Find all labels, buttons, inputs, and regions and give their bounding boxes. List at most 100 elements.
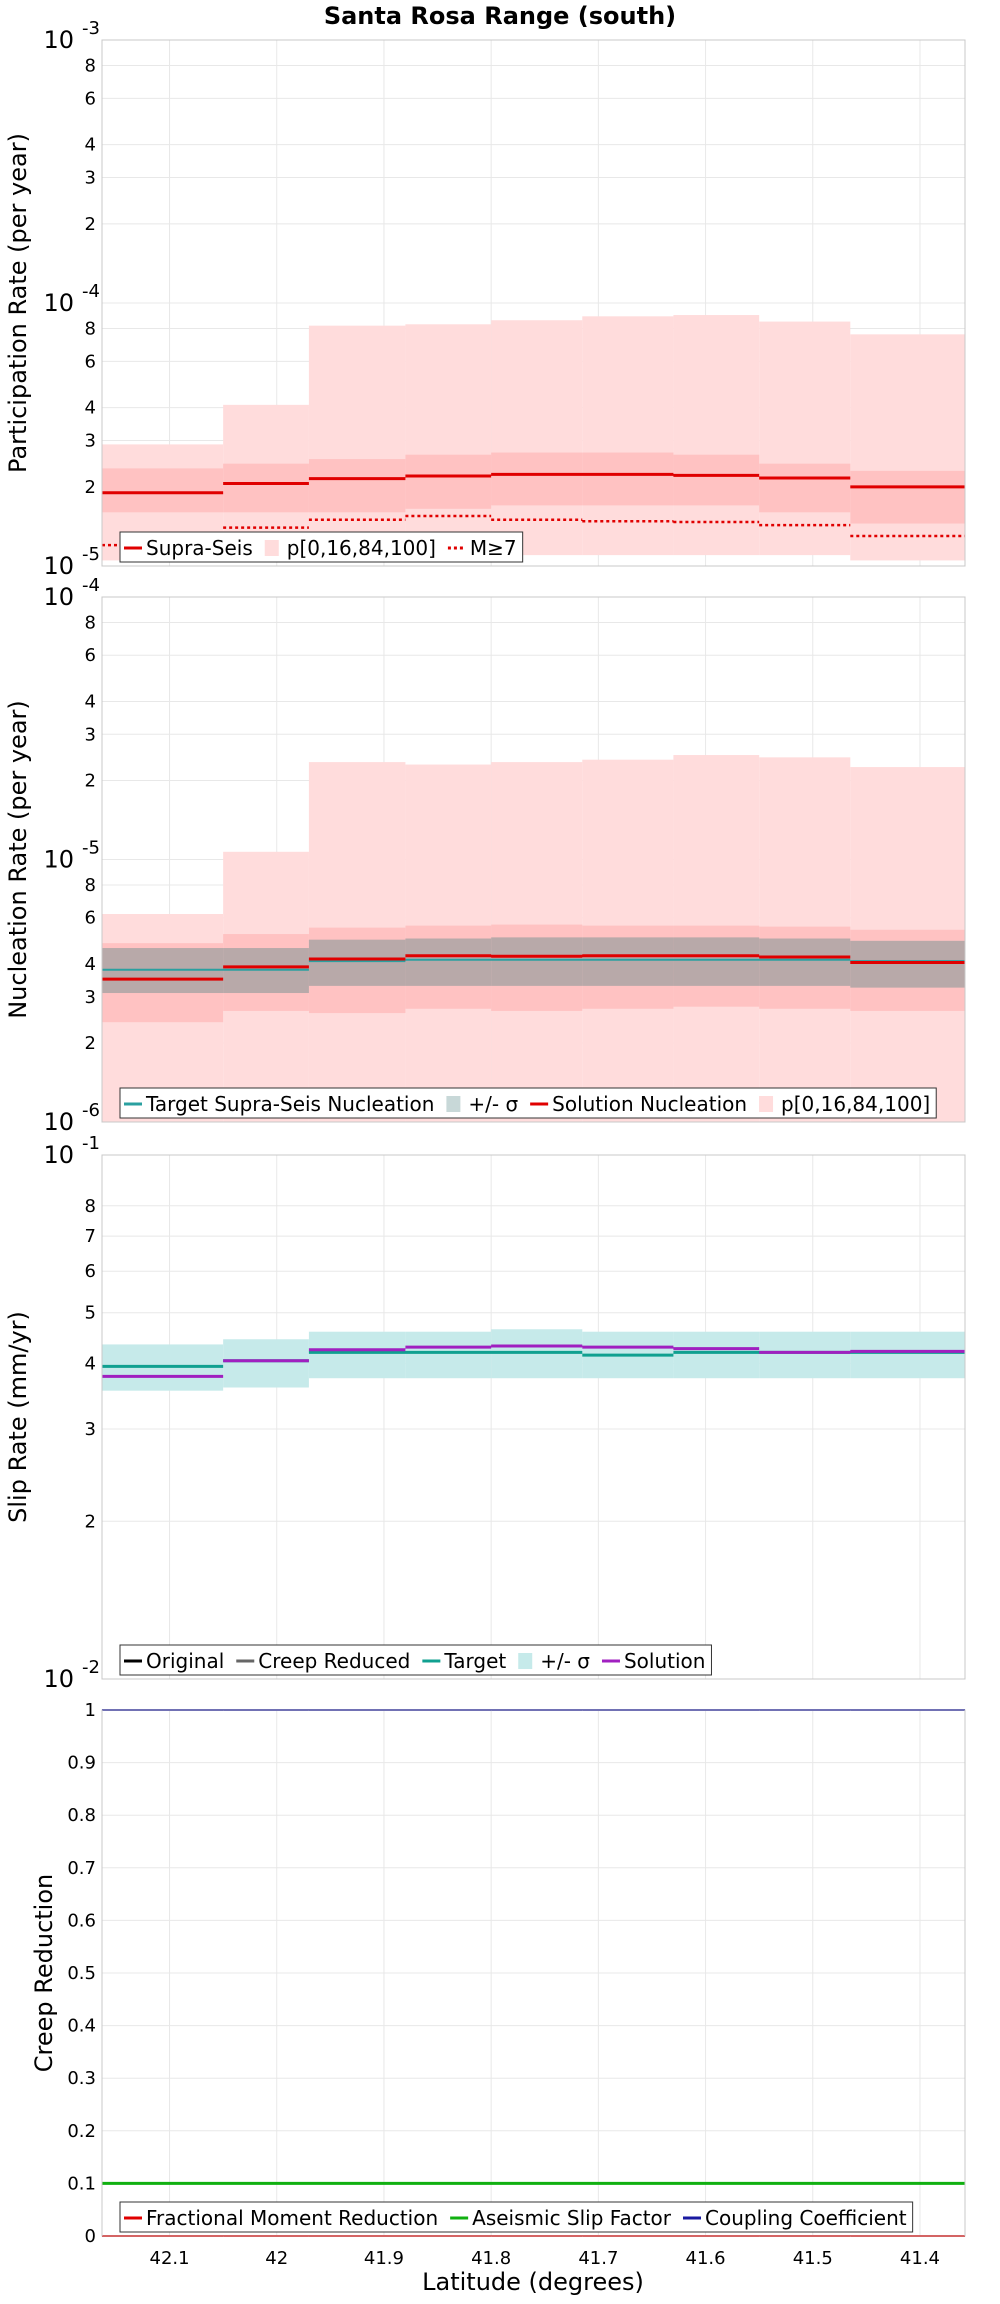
legend-label: Aseismic Slip Factor [472, 2206, 672, 2230]
band-inner [223, 463, 309, 513]
x-tick-label: 41.7 [578, 2248, 618, 2269]
y-tick-label: 10 [43, 552, 74, 580]
y-tick-label: 10 [43, 1141, 74, 1169]
legend-label: Target Supra-Seis Nucleation [145, 1092, 434, 1116]
panel-nucleation: 10 -4 8 6 4 3 2 10 -5 8 6 4 3 2 10 -6 Nucleation Rate (p… [4, 575, 966, 1136]
y-tick-label: 4 [85, 135, 96, 156]
band-sigma [308, 1331, 406, 1379]
band-outer [850, 334, 965, 561]
band-sigma [850, 1331, 965, 1379]
y-tick-label: 4 [85, 691, 96, 712]
y-axis-label: Slip Rate (mm/yr) [4, 1311, 32, 1523]
y-tick-label: 0.2 [67, 2121, 96, 2142]
y-tick-exponent: -5 [82, 838, 100, 859]
y-tick-label: 3 [85, 431, 96, 452]
plot-frame [101, 1709, 966, 2237]
plot-frame [101, 39, 966, 567]
y-tick-label: 10 [43, 1108, 74, 1136]
y-tick-label: 0 [85, 2226, 96, 2247]
panel-slip: 10 -1 8 7 6 5 4 3 2 10 -2 Slip Rate (mm/yr) Original… [4, 1133, 966, 1693]
chart-title: Santa Rosa Range (south) [324, 2, 676, 30]
y-tick-label: 0.5 [67, 1963, 96, 1984]
band-sigma [223, 1339, 309, 1388]
band-inner [850, 470, 965, 524]
y-tick-label: 6 [85, 645, 96, 666]
legend-label: p[0,16,84,100] [287, 536, 436, 560]
y-tick-label: 0.8 [67, 1805, 96, 1826]
y-tick-label: 6 [85, 88, 96, 109]
band-inner [759, 463, 851, 513]
plot-frame [101, 596, 966, 1123]
plot-area [102, 1155, 965, 1679]
y-axis-label: Participation Rate (per year) [4, 133, 32, 473]
y-tick-exponent: -5 [82, 544, 100, 565]
band-outer [308, 325, 406, 556]
legend-swatch [518, 1653, 533, 1669]
y-tick-label: 0.1 [67, 2173, 96, 2194]
legend-background [120, 1088, 937, 1118]
y-tick-label: 0.9 [67, 1753, 96, 1774]
y-tick-label: 4 [85, 398, 96, 419]
legend: Original Creep Reduced Target +/- σ Solution [119, 1644, 712, 1676]
y-tick-label: 3 [85, 724, 96, 745]
legend-label: p[0,16,84,100] [781, 1092, 930, 1116]
legend-label: Supra-Seis [146, 536, 253, 560]
band-sigma [308, 939, 406, 986]
y-tick-label: 2 [85, 1033, 96, 1054]
x-tick-label: 41.5 [793, 2248, 833, 2269]
panel-creep: 1 0.9 0.8 0.7 0.6 0.5 0.4 0.3 0.2 0.1 0 Creep Reduc… [30, 1700, 966, 2247]
legend: Fractional Moment Reduction Aseismic Slip… [119, 2201, 914, 2233]
y-tick-label: 3 [85, 1419, 96, 1440]
y-tick-label: 8 [85, 1196, 96, 1217]
x-axis-label: Latitude (degrees) [422, 2268, 644, 2296]
y-tick-label: 3 [85, 168, 96, 189]
band-outer [491, 320, 583, 556]
y-tick-label: 5 [85, 1303, 96, 1324]
legend-label: Target [443, 1649, 506, 1673]
legend-frame [119, 1644, 712, 1676]
band-inner [582, 452, 674, 506]
x-tick-label: 41.9 [364, 2248, 404, 2269]
y-tick-exponent: -3 [82, 18, 100, 39]
band-sigma [850, 940, 965, 988]
y-tick-label: 8 [85, 318, 96, 339]
band-outer [582, 316, 674, 556]
band-inner [308, 459, 406, 513]
legend-label: Original [146, 1649, 224, 1673]
legend: Target Supra-Seis Nucleation +/- σ Solutio… [119, 1087, 937, 1119]
y-tick-label: 0.4 [67, 2016, 96, 2037]
legend-label: Solution [624, 1649, 705, 1673]
legend-frame [119, 2201, 914, 2233]
y-tick-exponent: -4 [82, 281, 100, 302]
x-tick-label: 42 [265, 2248, 288, 2269]
legend-label: M≥7 [470, 536, 517, 560]
band-sigma [491, 937, 583, 986]
legend-label: Creep Reduced [258, 1649, 410, 1673]
band-outer [759, 321, 851, 556]
x-tick-label: 41.8 [471, 2248, 511, 2269]
band-inner [491, 452, 583, 506]
y-tick-label: 8 [85, 55, 96, 76]
y-tick-label: 0.7 [67, 1858, 96, 1879]
y-tick-label: 8 [85, 612, 96, 633]
legend-frame [119, 531, 524, 563]
y-axis-label: Nucleation Rate (per year) [4, 700, 32, 1019]
legend: Supra-Seis p[0,16,84,100] M≥7 [119, 531, 524, 563]
band-sigma [582, 937, 674, 986]
y-tick-label: 4 [85, 1354, 96, 1375]
y-tick-label: 10 [43, 583, 74, 611]
x-tick-label: 42.1 [150, 2248, 190, 2269]
plot-frame [101, 1154, 966, 1680]
y-tick-label: 10 [43, 846, 74, 874]
legend-label: +/- σ [540, 1649, 590, 1673]
y-axis-label: Creep Reduction [30, 1874, 58, 2072]
y-tick-label: 2 [85, 1511, 96, 1532]
y-tick-label: 1 [85, 1700, 96, 1721]
y-tick-label: 10 [43, 289, 74, 317]
band-sigma [759, 1331, 851, 1379]
legend-swatch [446, 1096, 461, 1112]
y-tick-label: 6 [85, 1261, 96, 1282]
series-line [102, 472, 965, 495]
